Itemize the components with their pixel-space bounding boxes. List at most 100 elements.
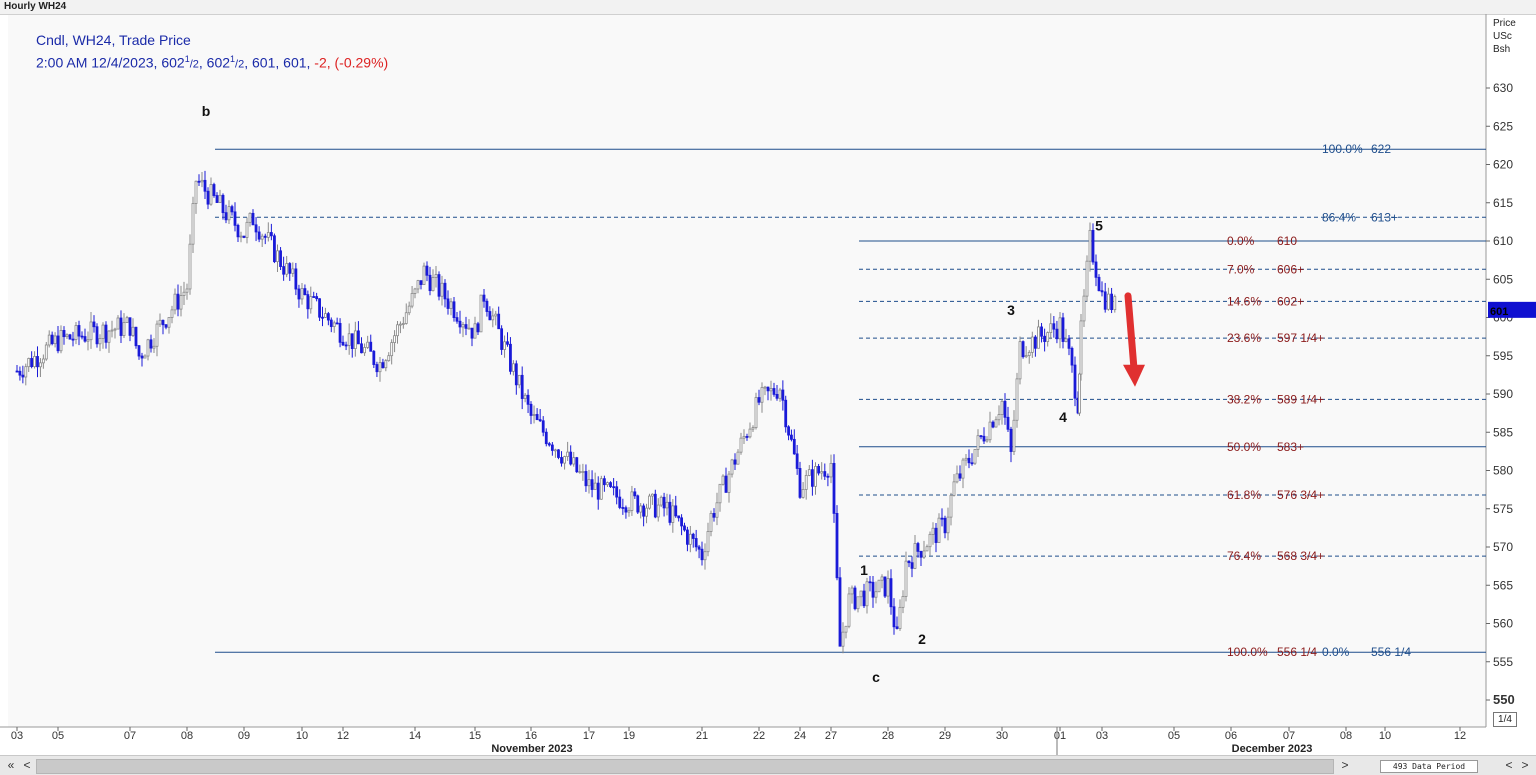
candle-body [1070,347,1074,366]
candle-body [739,437,743,453]
candle-body [170,309,174,318]
candle-body [694,538,698,548]
candle-body [557,449,560,458]
candle-body [209,184,213,205]
price-chart[interactable]: 5505555605655705755805855905956006056106… [0,14,1536,755]
candle-body [1030,336,1034,353]
candle-body [823,471,827,477]
price-unit-box[interactable]: 1/4 [1493,712,1517,727]
candle-body [399,323,402,326]
candle-body [871,581,875,598]
candle-body [520,374,524,399]
scroll-back-button[interactable]: < [1505,758,1513,772]
candle-body [458,320,462,328]
fib-major-percent: 100.0% [1322,142,1363,156]
candle-body [74,325,78,340]
candle-body [1061,317,1065,342]
candle-body [844,625,848,633]
x-tick-label: 08 [181,730,193,742]
candle-body [155,323,159,347]
candle-body [134,326,138,347]
candle-body [862,590,866,607]
candle-body [39,362,42,368]
candle-body [191,203,195,245]
candle-body [659,496,663,506]
candle-body [1064,338,1068,342]
last-price-tag [1488,301,1536,318]
scroll-prev-button[interactable]: < [23,758,31,772]
candle-body [71,338,75,341]
candle-body [829,462,833,478]
candle-body [266,232,270,238]
candle-body [792,438,796,455]
candle-body [497,313,501,330]
candle-body [194,180,198,204]
x-tick-label: 06 [1225,730,1237,742]
candle-body [179,295,183,310]
candle-body [27,358,31,368]
candle-body [1100,290,1104,293]
scroll-first-button[interactable]: « [7,758,15,772]
candle-body [206,190,210,205]
candle-body [182,291,186,296]
wave-label-5: 5 [1095,218,1103,234]
candle-body [131,326,135,336]
candle-body [461,324,465,328]
candle-body [877,579,881,593]
scroll-next-button[interactable]: > [1341,758,1349,772]
candle-body [338,322,342,343]
candle-body [1097,276,1101,292]
chart-legend: Cndl, WH24, Trade Price 2:00 AM 12/4/202… [36,31,388,75]
candle-body [1088,229,1092,262]
candle-body [517,374,521,386]
y-tick-label: 585 [1493,425,1513,439]
scroll-last-button[interactable]: > [1521,758,1529,772]
plot-area [8,15,1486,727]
candle-body [554,449,557,452]
candle-body [683,525,686,531]
candle-body [68,334,72,340]
time-scrollbar[interactable]: « < > 493 Data Period < > [0,755,1536,775]
candle-body [344,344,348,347]
axis-title-price: Price [1493,18,1516,29]
month-label-december: December 2023 [1232,743,1313,755]
x-tick-label: 09 [238,730,250,742]
candle-body [416,280,420,290]
candle-body [913,543,917,569]
wave-label-2: 2 [918,631,926,647]
candle-body [691,533,695,539]
candle-body [790,434,793,440]
candle-body [239,235,243,238]
candle-body [624,507,628,513]
candle-body [835,512,839,579]
candle-body [633,491,637,497]
candle-body [443,282,447,300]
candle-body [985,439,989,442]
scroll-track[interactable] [36,759,1334,774]
candle-body [452,301,456,318]
candle-body [18,370,22,376]
candle-body [86,339,90,342]
candle-body [152,345,156,349]
candle-body [736,451,740,465]
candle-body [488,311,492,321]
candle-body [718,483,722,504]
fib-minor-value: 576 3/4+ [1277,488,1324,502]
candle-body [200,179,204,183]
candle-body [485,300,489,312]
candle-body [733,459,737,465]
candle-body [15,370,19,373]
candle-body [21,374,25,378]
candle-body [599,478,603,500]
candle-body [757,397,761,403]
fib-minor-percent: 100.0% [1227,645,1268,659]
y-tick-label: 615 [1493,196,1513,210]
candle-body [260,235,264,240]
candle-body [578,471,582,473]
fib-major-value: 622 [1371,142,1391,156]
legend-ohlc-prefix: 2:00 AM 12/4/2023, 602 [36,54,185,71]
candle-body [282,266,286,275]
candle-body [425,265,429,276]
candle-body [506,341,509,345]
candle-body [329,319,333,327]
